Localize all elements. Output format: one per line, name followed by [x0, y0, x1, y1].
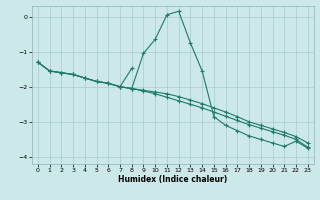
- X-axis label: Humidex (Indice chaleur): Humidex (Indice chaleur): [118, 175, 228, 184]
